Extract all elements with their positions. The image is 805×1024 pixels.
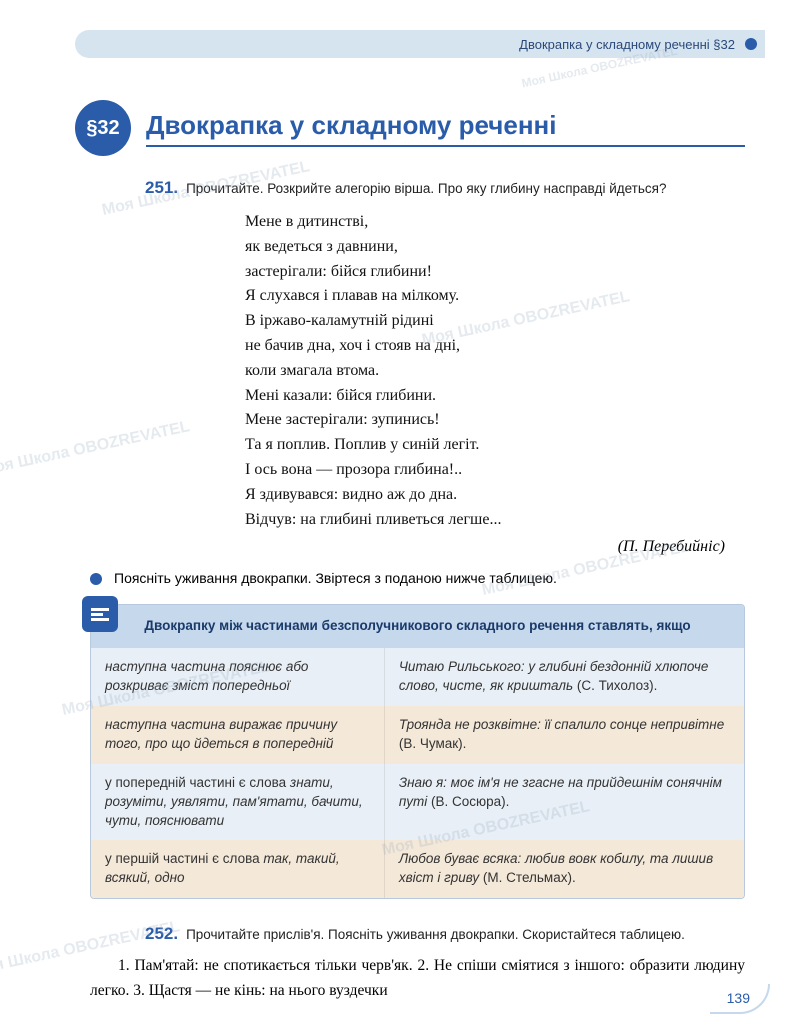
example-cell: Любов буває всяка: любив вовк кобилу, та… — [385, 840, 744, 898]
exercise-251: 251. Прочитайте. Розкрийте алегорію вірш… — [145, 178, 745, 556]
exercise-header: 251. Прочитайте. Розкрийте алегорію вірш… — [145, 178, 745, 198]
textbook-page: Двокрапка у складному реченні §32 §32 Дв… — [0, 0, 805, 1024]
exercise-note: Поясніть уживання двокрапки. Звіртеся з … — [90, 570, 745, 586]
rule-cell: у попередній частині є слова знати, розу… — [91, 764, 385, 841]
poem-line: Та я поплив. Поплив у синій легіт. — [245, 433, 745, 458]
poem-line: Мене застерігали: зупинись! — [245, 408, 745, 433]
poem-line: Я слухався і плавав на мілкому. — [245, 284, 745, 309]
exercise-header: 252. Прочитайте прислів'я. Поясніть ужив… — [145, 924, 745, 944]
rule-cell: наступна частина виражає причину того, п… — [91, 706, 385, 764]
example-cell: Читаю Рильського: у глибині бездонній хл… — [385, 648, 744, 706]
page-number: 139 — [727, 990, 750, 1006]
example-cell: Троянда не розквітне: її спалило сонце н… — [385, 706, 744, 764]
poem-line: коли змагала втома. — [245, 359, 745, 384]
section-title: Двокрапка у складному реченні — [146, 110, 745, 147]
exercise-instruction: Прочитайте. Розкрийте алегорію вірша. Пр… — [186, 181, 666, 196]
running-title: Двокрапка у складному реченні §32 — [519, 37, 735, 52]
rules-table-container: Двокрапку між частинами безсполучниковог… — [90, 604, 745, 899]
table-row: у першій частині є слова так, такий, вся… — [91, 840, 744, 898]
exercise-252: 252. Прочитайте прислів'я. Поясніть ужив… — [145, 924, 745, 1004]
exercise-number: 252. — [145, 924, 178, 944]
poem-line: Мені казали: бійся глибини. — [245, 384, 745, 409]
poem-author: (П. Перебийніс) — [145, 538, 725, 556]
poem-line: не бачив дна, хоч і стояв на дні, — [245, 334, 745, 359]
poem-line: Відчув: на глибині пливеться легше... — [245, 508, 745, 533]
table-header: Двокрапку між частинами безсполучниковог… — [91, 605, 744, 648]
poem-line: В іржаво-каламутній рідині — [245, 309, 745, 334]
exercise-text: 1. Пам'ятай: не спотикається тільки черв… — [90, 954, 745, 1004]
poem-line: як ведеться з давнини, — [245, 235, 745, 260]
rules-table: Двокрапку між частинами безсполучниковог… — [90, 604, 745, 899]
exercise-number: 251. — [145, 178, 178, 198]
section-badge: §32 — [75, 100, 131, 156]
exercise-instruction: Прочитайте прислів'я. Поясніть уживання … — [186, 927, 685, 942]
table-row: наступна частина виражає причину того, п… — [91, 706, 744, 764]
bullet-icon — [90, 573, 102, 585]
running-header: Двокрапка у складному реченні §32 — [75, 30, 765, 58]
poem-line: Мене в дитинстві, — [245, 210, 745, 235]
header-dot-icon — [745, 38, 757, 50]
poem-line: Я здивувався: видно аж до дна. — [245, 483, 745, 508]
reference-icon — [82, 596, 118, 632]
rule-cell: наступна частина пояснює або розкриває з… — [91, 648, 385, 706]
poem-line: застерігали: бійся глибини! — [245, 260, 745, 285]
poem-body: Мене в дитинстві, як ведеться з давнини,… — [245, 210, 745, 532]
rule-cell: у першій частині є слова так, такий, вся… — [91, 840, 385, 898]
note-text: Поясніть уживання двокрапки. Звіртеся з … — [114, 570, 557, 586]
poem-line: І ось вона — прозора глибина!.. — [245, 458, 745, 483]
example-cell: Знаю я: моє ім'я не згасне на прийдешнім… — [385, 764, 744, 841]
section-header: §32 Двокрапка у складному реченні — [75, 100, 745, 156]
table-row: у попередній частині є слова знати, розу… — [91, 764, 744, 841]
table-row: наступна частина пояснює або розкриває з… — [91, 648, 744, 706]
